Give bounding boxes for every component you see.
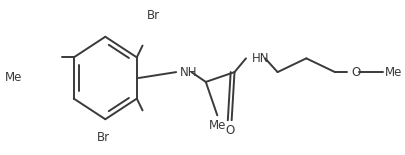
Text: Me: Me bbox=[209, 119, 226, 132]
Text: O: O bbox=[351, 66, 360, 79]
Text: Br: Br bbox=[147, 9, 160, 22]
Text: HN: HN bbox=[252, 52, 269, 65]
Text: NH: NH bbox=[180, 66, 198, 79]
Text: O: O bbox=[225, 124, 234, 137]
Text: Me: Me bbox=[5, 71, 22, 84]
Text: Me: Me bbox=[385, 66, 402, 79]
Text: Br: Br bbox=[97, 131, 110, 144]
